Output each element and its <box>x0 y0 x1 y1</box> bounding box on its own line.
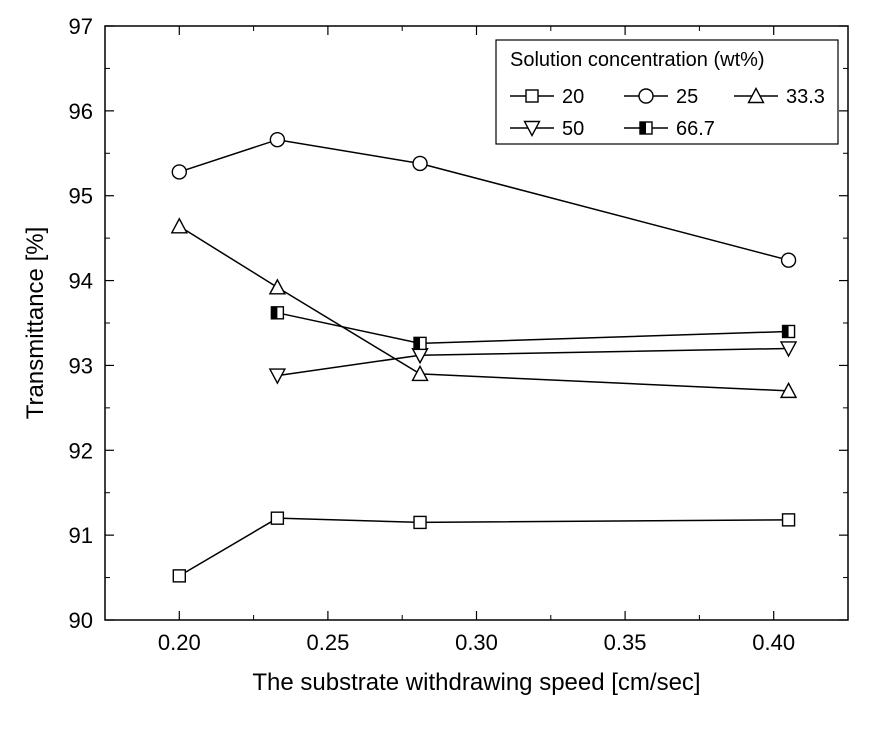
series-line <box>179 140 788 260</box>
chart-svg: 0.20 0.25 0.30 0.35 0.40 90 91 92 93 94 95 96 97 The … <box>0 0 883 730</box>
series-line <box>277 348 788 375</box>
marker-triangle-up-open <box>270 280 285 294</box>
y-tick-label: 97 <box>69 14 93 39</box>
x-tick-label: 0.40 <box>752 630 795 655</box>
y-tick-label: 90 <box>69 608 93 633</box>
chart-container: 0.20 0.25 0.30 0.35 0.40 90 91 92 93 94 95 96 97 The … <box>0 0 883 730</box>
series-markers <box>270 342 796 383</box>
marker-circle-open <box>413 156 427 170</box>
marker-square-half-fill <box>414 337 420 349</box>
y-tick-label: 95 <box>69 184 93 209</box>
marker-square-open <box>173 570 185 582</box>
x-axis-label: The substrate withdrawing speed [cm/sec] <box>252 669 700 696</box>
marker-circle-open <box>270 133 284 147</box>
marker-triangle-down-open <box>270 369 285 383</box>
marker-square-half-fill <box>640 122 646 134</box>
marker-square-open <box>271 512 283 524</box>
x-tick-label: 0.35 <box>604 630 647 655</box>
marker-circle-open <box>639 89 653 103</box>
marker-square-open <box>783 514 795 526</box>
legend-title: Solution concentration (wt%) <box>510 49 765 71</box>
series-markers <box>172 219 796 398</box>
y-tick-label: 91 <box>69 523 93 548</box>
legend-label: 25 <box>676 86 698 108</box>
legend-label: 20 <box>562 86 584 108</box>
series-line <box>277 313 788 344</box>
marker-circle-open <box>782 253 796 267</box>
y-axis-label: Transmittance [%] <box>22 227 49 420</box>
series-markers <box>172 133 795 267</box>
y-tick-label: 92 <box>69 438 93 463</box>
y-tick-label: 96 <box>69 99 93 124</box>
y-tick-label: 93 <box>69 353 93 378</box>
y-tick-label: 94 <box>69 269 93 294</box>
series-line <box>179 518 788 576</box>
marker-square-half-fill <box>783 325 789 337</box>
marker-circle-open <box>172 165 186 179</box>
legend-label: 50 <box>562 118 584 140</box>
x-tick-label: 0.30 <box>455 630 498 655</box>
marker-square-open <box>414 516 426 528</box>
legend-label: 66.7 <box>676 118 715 140</box>
x-tick-label: 0.25 <box>306 630 349 655</box>
marker-square-open <box>526 90 538 102</box>
x-tick-label: 0.20 <box>158 630 201 655</box>
marker-triangle-up-open <box>172 219 187 233</box>
legend-label: 33.3 <box>786 86 825 108</box>
marker-square-half-fill <box>271 307 277 319</box>
